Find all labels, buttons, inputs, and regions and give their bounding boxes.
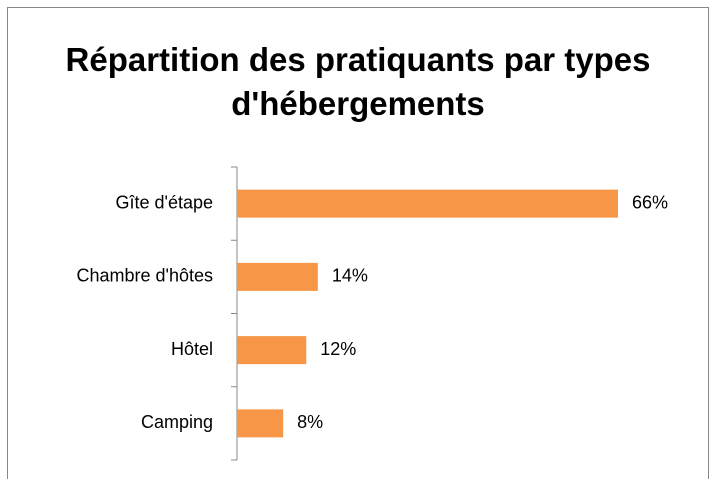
y-tick-label: Gîte d'étape: [115, 192, 213, 212]
bar: [237, 336, 307, 365]
chart-frame: [7, 7, 709, 479]
bar: [237, 409, 284, 438]
data-label: 12%: [320, 339, 356, 359]
data-label: 14%: [332, 266, 368, 286]
bar: [237, 262, 318, 291]
data-label: 66%: [632, 192, 668, 212]
bar: [237, 189, 618, 218]
y-tick-label: Chambre d'hôtes: [76, 266, 213, 286]
y-tick-label: Camping: [141, 412, 213, 432]
y-tick-label: Hôtel: [171, 339, 213, 359]
data-label: 8%: [297, 412, 323, 432]
chart-title: Répartition des pratiquants par types d'…: [65, 41, 651, 122]
